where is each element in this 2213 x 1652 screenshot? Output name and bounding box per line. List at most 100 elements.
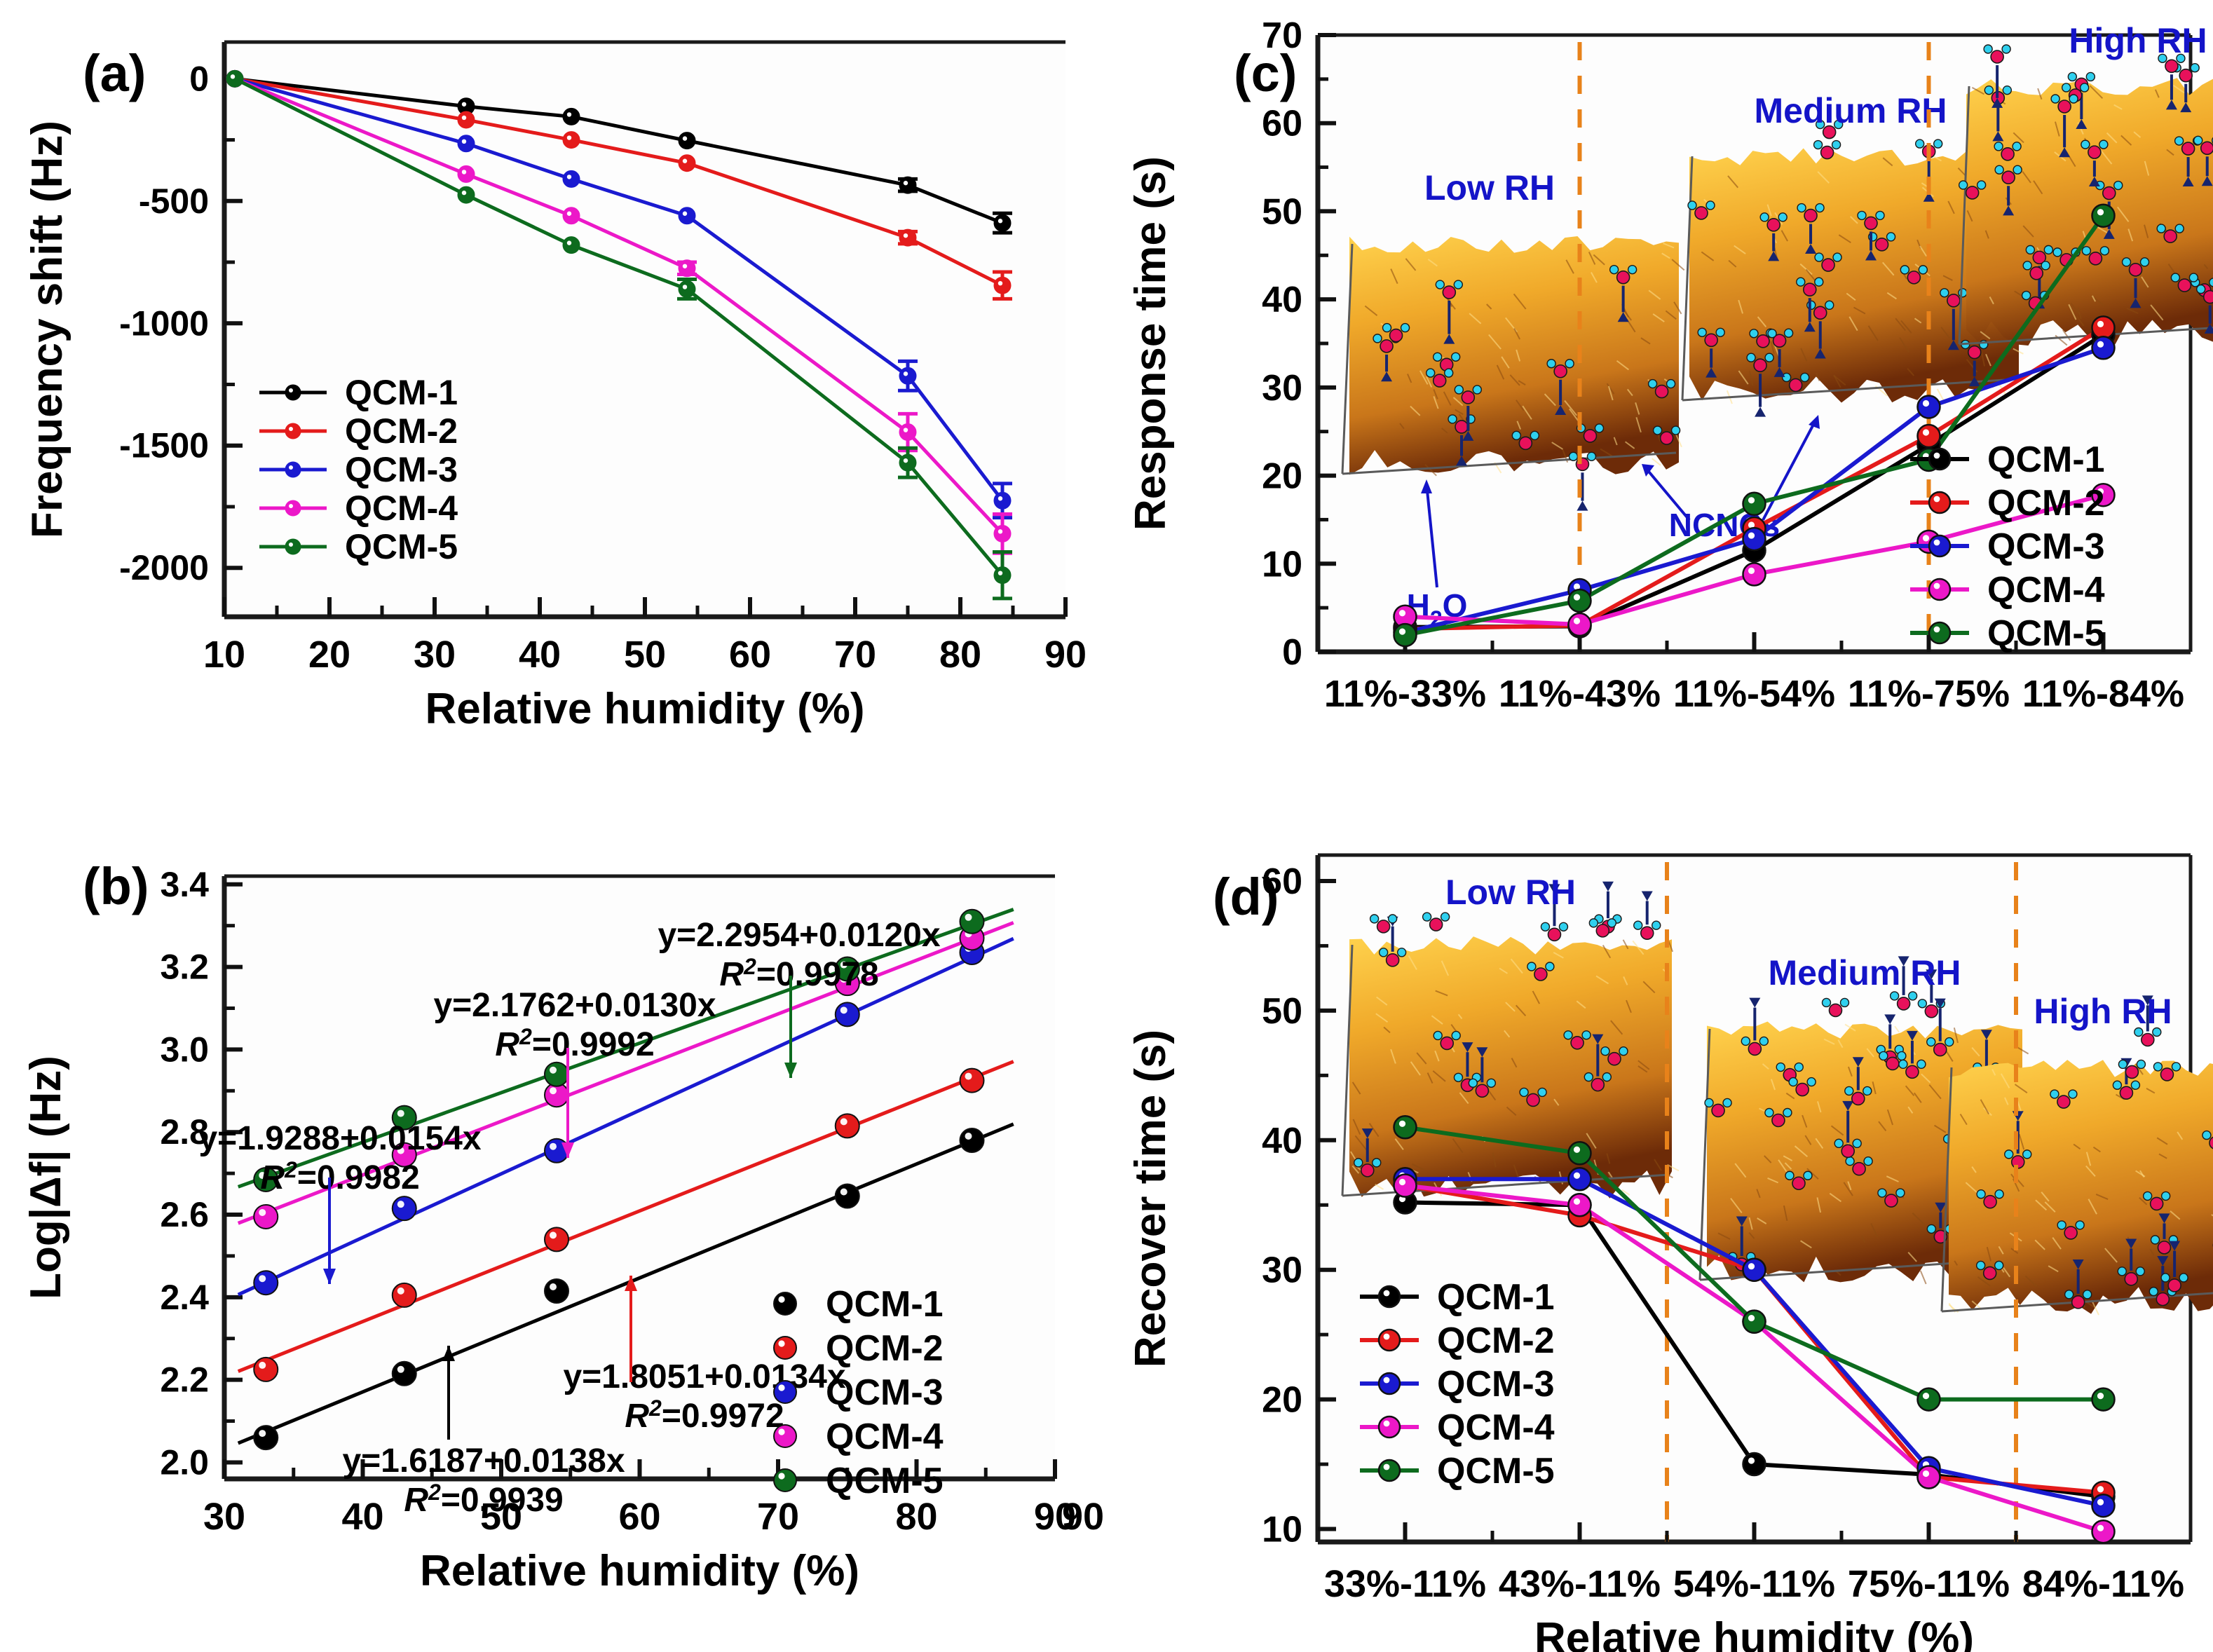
water-molecule-oxygen [1933,1042,1947,1057]
water-molecule-oxygen [1905,1065,1919,1079]
afm-texture [1886,1175,1899,1182]
water-molecule-oxygen [1772,334,1787,348]
diffusion-arrowhead [1361,1128,1373,1139]
diffusion-arrowhead [1577,500,1588,511]
legend-marker-highlight [1383,1333,1390,1340]
y-tick-label: 2.8 [160,1112,209,1152]
afm-texture [1642,981,1656,994]
diffusion-arrowhead [1804,322,1816,332]
water-molecule-hydrogen [1396,948,1407,957]
water-molecule-oxygen [2128,263,2143,277]
afm-texture [1399,423,1405,430]
afm-texture [1815,1138,1824,1149]
afm-texture [1895,318,1906,332]
water-molecule-hydrogen [1940,288,1949,298]
water-molecule-hydrogen [1586,451,1597,462]
water-molecule-hydrogen [1799,372,1810,383]
data-point [899,367,917,385]
marker-highlight [2097,341,2104,348]
water-molecule-oxygen [1607,1051,1621,1066]
x-tick-label: 90 [1034,1496,1076,1538]
water-molecule-oxygen [2177,278,2192,292]
afm-texture [1376,996,1388,1006]
afm-texture [1921,1073,1931,1084]
data-point [899,423,917,442]
water-molecule-hydrogen [1933,139,1943,149]
afm-texture [1499,967,1508,974]
ncncs-callout-line [1762,420,1817,521]
y-tick-label: 10 [1262,1510,1302,1550]
afm-surface [1349,236,1679,475]
diffusion-arrowhead [1906,1030,1918,1041]
water-molecule-hydrogen [1486,1078,1497,1088]
series-line-qcm-3 [234,76,1004,502]
afm-texture [1652,313,1665,322]
water-molecule-oxygen [1896,997,1911,1011]
diffusion-arrowhead [2088,177,2100,187]
diffusion-arrowhead [2125,1238,2137,1249]
marker-highlight [965,1072,972,1080]
afm-texture [1940,327,1951,339]
legend-marker-highlight [1933,582,1940,589]
water-molecule-oxygen [1654,384,1669,399]
afm-texture [1455,409,1464,416]
water-molecule-hydrogen [1749,329,1759,339]
legend-marker [1377,1372,1401,1395]
marker-highlight [566,135,572,140]
data-point [2091,1387,2116,1412]
afm-texture [2144,161,2150,176]
fit-line-qcm-3 [237,936,1014,1297]
water-molecule-hydrogen [1984,85,1994,95]
afm-axis-line [1940,1067,1953,1312]
marker-highlight [965,913,972,921]
water-molecule-hydrogen [2209,278,2213,287]
afm-texture [1882,261,1895,276]
legend-marker-highlight [1383,1463,1390,1470]
x-tick-label: 75%-11% [1848,1563,2010,1605]
x-tick-label-clipped: 90 [1062,1496,1104,1538]
water-molecule-oxygen [1591,1077,1605,1092]
legend-marker-highlight [289,504,293,508]
afm-texture [2116,206,2130,222]
legend-marker [1377,1459,1401,1482]
diffusion-arrowhead [1462,430,1474,441]
afm-texture [1799,263,1813,275]
legend-label: QCM-2 [345,411,458,451]
water-molecule-hydrogen [1425,368,1436,378]
afm-texture [1748,1217,1753,1230]
marker-highlight [1922,1393,1930,1400]
marker-highlight [1922,1470,1930,1477]
afm-texture [1748,1231,1755,1239]
water-molecule-hydrogen [2158,53,2167,63]
inset-label-high-rh: High RH [2069,21,2207,60]
water-molecule-hydrogen [1845,1156,1855,1166]
afm-texture [1410,1061,1421,1076]
diffusion-arrowhead [2180,102,2192,113]
fit-equation-label: y=1.8051+0.0134x [563,1358,845,1395]
inset-label-low-rh: Low RH [1445,873,1576,912]
y-tick-label: 50 [1262,191,1302,232]
afm-texture [2035,1199,2048,1211]
water-molecule-hydrogen [2099,246,2110,256]
panel-label: (d) [1213,868,1279,926]
afm-texture [2013,348,2024,355]
afm-texture [2022,171,2031,184]
water-molecule-hydrogen [1687,200,1697,210]
marker-highlight [259,1275,266,1283]
water-molecule-hydrogen [2043,245,2054,255]
diffusion-arrowhead [1617,312,1629,322]
water-molecule-hydrogen [1983,44,1993,54]
afm-texture [1886,292,1897,300]
inset-label-medium-rh: Medium RH [1755,91,1947,130]
afm-texture [1351,1165,1360,1174]
legend-marker-highlight [778,1384,785,1391]
legend-label: QCM-5 [1987,613,2105,654]
diffusion-arrowhead [1462,1042,1473,1053]
afm-texture [1532,990,1541,1004]
data-point [1742,1309,1766,1334]
legend-marker-highlight [1383,1290,1390,1297]
afm-texture [1637,1060,1650,1070]
legend-marker [285,384,301,401]
legend-marker [1928,578,1952,601]
afm-texture [1652,458,1661,466]
